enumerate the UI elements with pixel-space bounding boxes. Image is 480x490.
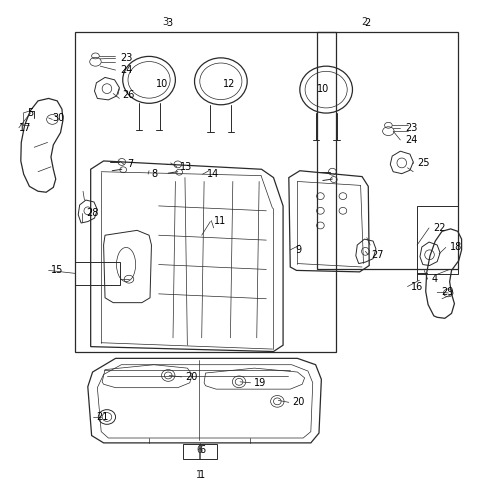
Bar: [75, 32, 336, 352]
Text: 1: 1: [196, 469, 203, 480]
Text: 25: 25: [417, 158, 430, 168]
Text: 27: 27: [372, 250, 384, 260]
Text: 20: 20: [185, 372, 197, 382]
Text: 16: 16: [411, 282, 423, 292]
Text: 1: 1: [199, 469, 205, 480]
Text: 11: 11: [214, 216, 226, 225]
Text: 2: 2: [364, 18, 371, 27]
Bar: [317, 32, 458, 270]
Text: 5: 5: [27, 108, 33, 118]
Bar: [417, 206, 458, 274]
Text: 2: 2: [361, 17, 368, 26]
Text: 14: 14: [206, 169, 219, 179]
Text: 9: 9: [295, 245, 301, 255]
Text: 6: 6: [196, 445, 203, 455]
Text: 30: 30: [52, 113, 65, 123]
Text: 15: 15: [51, 266, 63, 275]
Text: 23: 23: [405, 122, 418, 133]
Text: 22: 22: [433, 223, 445, 233]
Text: 8: 8: [152, 169, 157, 179]
Text: 3: 3: [163, 17, 169, 26]
Text: 13: 13: [180, 162, 192, 172]
Text: 17: 17: [19, 122, 31, 133]
Text: 3: 3: [166, 18, 172, 27]
Text: 10: 10: [156, 79, 168, 89]
Text: 6: 6: [199, 445, 205, 455]
Text: 19: 19: [254, 378, 266, 388]
Text: 4: 4: [432, 274, 438, 284]
Text: 24: 24: [120, 65, 133, 75]
Text: 23: 23: [120, 53, 133, 63]
Text: 29: 29: [441, 288, 454, 297]
Text: 24: 24: [405, 135, 418, 145]
Text: 7: 7: [128, 159, 134, 170]
Text: 26: 26: [123, 90, 135, 99]
Text: 20: 20: [293, 397, 305, 407]
Text: 18: 18: [450, 243, 462, 252]
Bar: [182, 444, 217, 459]
Text: 21: 21: [96, 412, 109, 422]
Text: 10: 10: [317, 84, 329, 94]
Text: 28: 28: [86, 208, 98, 218]
Text: 12: 12: [223, 79, 236, 89]
Bar: [75, 262, 120, 285]
